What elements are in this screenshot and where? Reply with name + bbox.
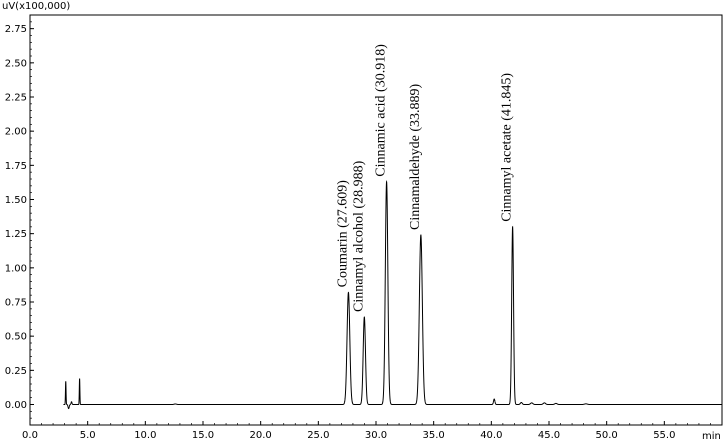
- peak-label: Coumarin (27.609): [335, 180, 350, 288]
- y-tick-label: 0.50: [5, 332, 27, 343]
- peak-label: Cinnamaldehyde (33.889): [408, 83, 423, 230]
- y-axis-unit-label: uV(x100,000): [2, 1, 70, 12]
- chromatogram-trace: [63, 179, 722, 410]
- peak-label: Cinnamic acid (30.918): [374, 44, 389, 177]
- y-tick-label: 0.75: [5, 298, 27, 309]
- x-tick-label: 50.0: [596, 430, 618, 441]
- y-tick-label: 2.00: [5, 127, 27, 138]
- x-tick-label: 20.0: [250, 430, 272, 441]
- x-tick-label: 5.0: [80, 430, 96, 441]
- x-tick-label: 10.0: [134, 430, 156, 441]
- y-tick-label: 1.75: [5, 161, 27, 172]
- y-tick-label: 2.75: [5, 24, 27, 35]
- peak-label: Cinnamyl acetate (41.845): [500, 73, 515, 222]
- y-tick-label: 0.00: [5, 400, 27, 411]
- x-tick-label: 0.0: [22, 430, 38, 441]
- x-tick-label: 45.0: [538, 430, 560, 441]
- y-tick-label: 1.00: [5, 263, 27, 274]
- axis-ticks: 0.00 0.25 0.50 0.75 1.00 1.25 1.50 1.75 2.00 2.25…: [5, 14, 711, 441]
- y-tick-label: 2.25: [5, 93, 27, 104]
- x-tick-label: 40.0: [480, 430, 502, 441]
- x-tick-label: 30.0: [365, 430, 387, 441]
- x-tick-label: 55.0: [653, 430, 675, 441]
- x-axis-unit-label: min: [702, 431, 721, 442]
- peak-label: Cinnamyl alcohol (28.988): [351, 160, 366, 312]
- y-tick-label: 1.50: [5, 195, 27, 206]
- x-tick-label: 35.0: [423, 430, 445, 441]
- x-tick-label: 15.0: [192, 430, 214, 441]
- x-tick-label: 25.0: [307, 430, 329, 441]
- y-tick-label: 0.25: [5, 366, 27, 377]
- y-tick-label: 1.25: [5, 229, 27, 240]
- peak-labels: Coumarin (27.609) Cinnamyl alcohol (28.98…: [335, 44, 514, 312]
- y-tick-label: 2.50: [5, 58, 27, 69]
